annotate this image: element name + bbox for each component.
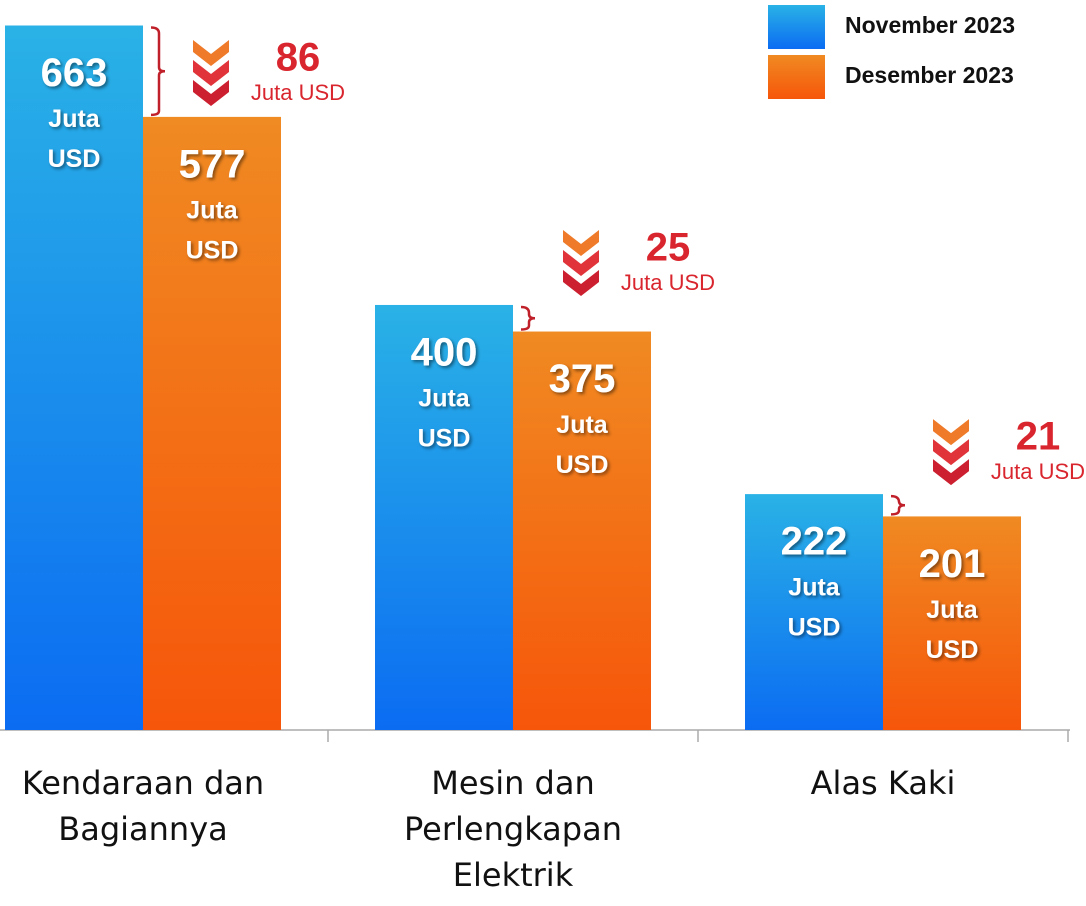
difference-brace xyxy=(520,305,536,331)
difference-unit: Juta USD xyxy=(251,80,345,105)
down-icon xyxy=(193,40,229,106)
bar xyxy=(375,304,513,730)
value-label: 222 xyxy=(781,520,848,564)
value-unit: Juta xyxy=(556,411,609,439)
difference-brace xyxy=(890,494,906,516)
value-label: 375 xyxy=(549,357,616,401)
value-unit: Juta xyxy=(788,574,841,602)
bar xyxy=(513,331,651,730)
bar xyxy=(883,516,1021,730)
value-unit: USD xyxy=(556,451,609,479)
value-unit: USD xyxy=(926,636,979,664)
value-unit: USD xyxy=(186,236,239,264)
value-label: 201 xyxy=(919,542,986,586)
value-unit: USD xyxy=(418,425,471,453)
legend-label: Desember 2023 xyxy=(845,62,1014,88)
bar xyxy=(5,25,143,730)
value-unit: Juta xyxy=(926,596,979,624)
value-label: 577 xyxy=(179,142,246,186)
x-tick-label: Alas Kaki xyxy=(810,764,956,802)
legend-swatch xyxy=(768,55,825,99)
difference-value: 25 xyxy=(646,226,691,270)
value-unit: USD xyxy=(788,614,841,642)
value-label: 663 xyxy=(41,51,108,95)
difference-value: 21 xyxy=(1016,415,1061,459)
down-icon xyxy=(563,229,599,296)
x-tick-label: Kendaraan dan Bagiannya xyxy=(21,764,265,848)
difference-brace xyxy=(150,26,166,117)
value-unit: USD xyxy=(48,145,101,173)
value-label: 400 xyxy=(411,331,478,375)
value-unit: Juta xyxy=(48,105,101,133)
difference-unit: Juta USD xyxy=(621,270,715,295)
difference-unit: Juta USD xyxy=(991,459,1085,484)
value-unit: Juta xyxy=(186,196,239,224)
legend-swatch xyxy=(768,5,825,49)
legend-label: November 2023 xyxy=(845,12,1015,38)
bar xyxy=(143,116,281,730)
value-unit: Juta xyxy=(418,385,471,413)
down-icon xyxy=(933,419,969,486)
x-tick-label: Mesin dan Perlengkapan Elektrik xyxy=(404,764,622,894)
difference-value: 86 xyxy=(276,36,321,80)
bar xyxy=(745,494,883,730)
